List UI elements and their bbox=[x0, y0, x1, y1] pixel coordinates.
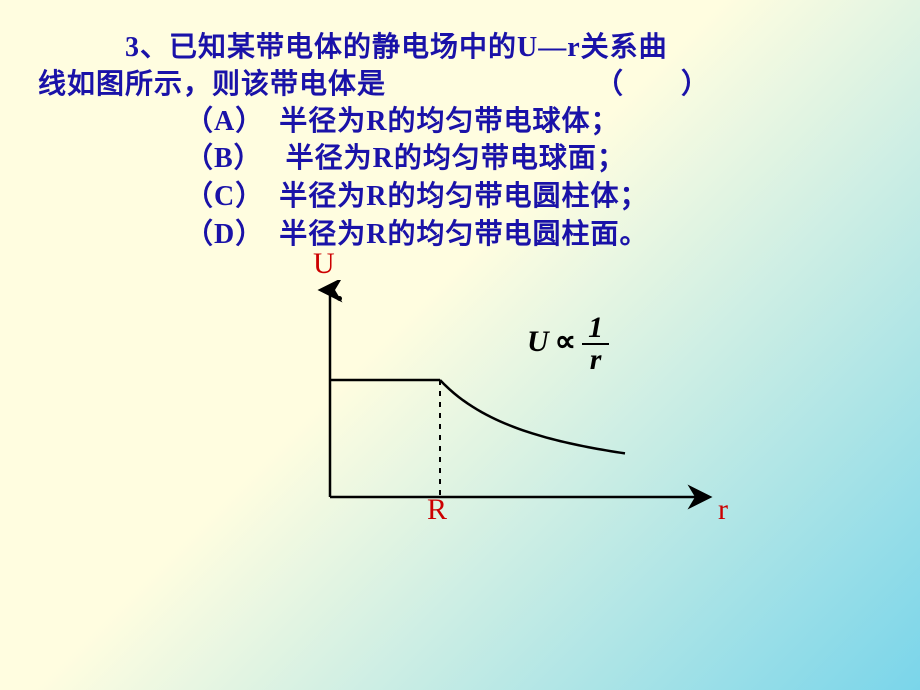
question-text-1: 已知某带电体的静电场中的U—r关系曲 bbox=[169, 32, 668, 63]
question-line-1: 3、已知某带电体的静电场中的U—r关系曲 bbox=[125, 25, 668, 65]
option-d: （D） 半径为R的均匀带电圆柱面。 bbox=[185, 212, 648, 252]
option-b: （B） 半径为R的均匀带电球面； bbox=[185, 136, 626, 176]
formula-numerator: 1 bbox=[582, 313, 609, 345]
formula-fraction: 1r bbox=[582, 313, 609, 375]
formula-prop: ∝ bbox=[549, 325, 582, 358]
answer-bracket: （） bbox=[595, 62, 767, 102]
u-axis-label: U bbox=[313, 247, 335, 281]
formula-lhs: U bbox=[527, 325, 549, 358]
proportion-formula: U∝1r bbox=[527, 313, 609, 375]
formula-denominator: r bbox=[582, 345, 609, 375]
option-a: （A） 半径为R的均匀带电球体； bbox=[185, 99, 619, 139]
paren-open: （ bbox=[595, 69, 681, 100]
r-axis-label: r bbox=[718, 493, 728, 527]
question-text-2: 线如图所示，则该带电体是 bbox=[38, 69, 386, 100]
question-line-2: 线如图所示，则该带电体是 bbox=[38, 62, 386, 102]
option-c: （C） 半径为R的均匀带电圆柱体； bbox=[185, 174, 648, 214]
question-number: 3、 bbox=[125, 32, 169, 63]
paren-close: ） bbox=[681, 69, 767, 100]
u-r-chart bbox=[280, 280, 720, 540]
r-radius-label: R bbox=[427, 493, 447, 527]
